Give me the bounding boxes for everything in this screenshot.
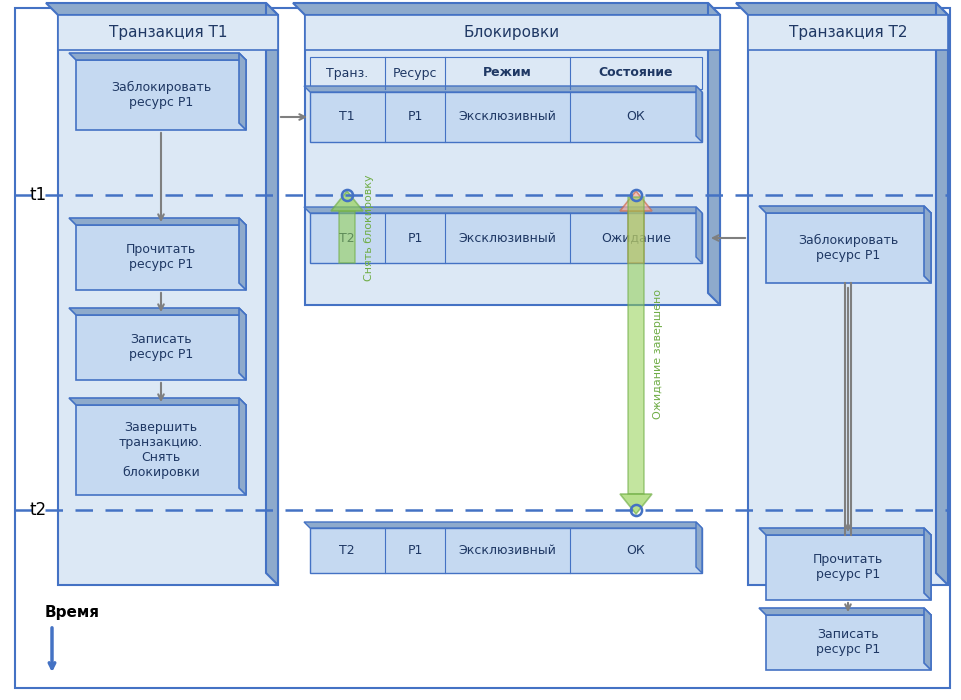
- Text: Транзакция Т1: Транзакция Т1: [109, 25, 227, 41]
- Text: Транзакция Т2: Транзакция Т2: [789, 25, 907, 41]
- Polygon shape: [239, 308, 246, 380]
- Polygon shape: [310, 528, 702, 573]
- Text: T2: T2: [339, 232, 355, 244]
- Text: Прочитать
ресурс P1: Прочитать ресурс P1: [813, 553, 883, 581]
- Polygon shape: [339, 211, 355, 263]
- Text: ОК: ОК: [627, 111, 646, 123]
- Polygon shape: [620, 494, 652, 514]
- Text: ОК: ОК: [627, 543, 646, 556]
- Polygon shape: [936, 3, 948, 585]
- Polygon shape: [239, 218, 246, 290]
- Polygon shape: [305, 15, 720, 50]
- Polygon shape: [708, 3, 720, 305]
- Polygon shape: [69, 218, 246, 225]
- Polygon shape: [620, 191, 652, 211]
- Text: Эксклюзивный: Эксклюзивный: [458, 543, 555, 556]
- Polygon shape: [628, 211, 644, 263]
- Polygon shape: [69, 308, 246, 315]
- Polygon shape: [310, 57, 702, 89]
- Text: Завершить
транзакцию.
Снять
блокировки: Завершить транзакцию. Снять блокировки: [119, 421, 203, 479]
- Polygon shape: [766, 213, 931, 283]
- Polygon shape: [76, 60, 246, 130]
- Text: t1: t1: [30, 186, 46, 204]
- Polygon shape: [628, 197, 644, 494]
- Text: P1: P1: [407, 232, 423, 244]
- Polygon shape: [69, 53, 246, 60]
- Polygon shape: [239, 53, 246, 130]
- Text: Эксклюзивный: Эксклюзивный: [458, 232, 555, 244]
- Text: Снять блокировку: Снять блокировку: [364, 175, 374, 281]
- Text: T2: T2: [339, 543, 355, 556]
- Polygon shape: [76, 405, 246, 495]
- Polygon shape: [76, 225, 246, 290]
- Polygon shape: [76, 315, 246, 380]
- Text: Записать
ресурс P1: Записать ресурс P1: [816, 628, 880, 656]
- Polygon shape: [748, 15, 948, 585]
- Polygon shape: [266, 3, 278, 585]
- Polygon shape: [293, 3, 720, 15]
- Polygon shape: [46, 3, 278, 15]
- Text: P1: P1: [407, 543, 423, 556]
- Text: Записать
ресурс P1: Записать ресурс P1: [129, 333, 193, 361]
- Polygon shape: [331, 191, 363, 211]
- Polygon shape: [304, 522, 702, 528]
- Polygon shape: [759, 608, 931, 615]
- Polygon shape: [748, 15, 948, 50]
- Text: Блокировки: Блокировки: [464, 25, 560, 41]
- Text: Ресурс: Ресурс: [393, 66, 437, 80]
- Polygon shape: [924, 608, 931, 670]
- Text: Прочитать
ресурс P1: Прочитать ресурс P1: [126, 243, 196, 271]
- Polygon shape: [310, 92, 702, 142]
- Text: Ожидание: Ожидание: [601, 232, 671, 244]
- Text: Эксклюзивный: Эксклюзивный: [458, 111, 555, 123]
- Polygon shape: [924, 528, 931, 600]
- Text: P1: P1: [407, 111, 423, 123]
- Text: Время: Время: [45, 605, 100, 620]
- Text: T1: T1: [339, 111, 355, 123]
- Polygon shape: [696, 522, 702, 573]
- Polygon shape: [15, 8, 950, 688]
- Polygon shape: [305, 15, 720, 305]
- Text: Ожидание завершено: Ожидание завершено: [653, 289, 663, 419]
- Polygon shape: [304, 86, 702, 92]
- Text: Состояние: Состояние: [599, 66, 674, 80]
- Text: Заблокировать
ресурс P1: Заблокировать ресурс P1: [111, 81, 211, 109]
- Polygon shape: [58, 15, 278, 50]
- Polygon shape: [696, 86, 702, 142]
- Polygon shape: [304, 207, 702, 213]
- Polygon shape: [736, 3, 948, 15]
- Text: Заблокировать
ресурс P1: Заблокировать ресурс P1: [798, 234, 899, 262]
- Polygon shape: [924, 206, 931, 283]
- Polygon shape: [759, 206, 931, 213]
- Polygon shape: [759, 528, 931, 535]
- Polygon shape: [58, 15, 278, 585]
- Polygon shape: [766, 535, 931, 600]
- Polygon shape: [239, 398, 246, 495]
- Polygon shape: [310, 213, 702, 263]
- Polygon shape: [766, 615, 931, 670]
- Text: Транз.: Транз.: [326, 66, 368, 80]
- Polygon shape: [696, 207, 702, 263]
- Polygon shape: [69, 398, 246, 405]
- Text: t2: t2: [30, 501, 46, 519]
- Text: Режим: Режим: [482, 66, 531, 80]
